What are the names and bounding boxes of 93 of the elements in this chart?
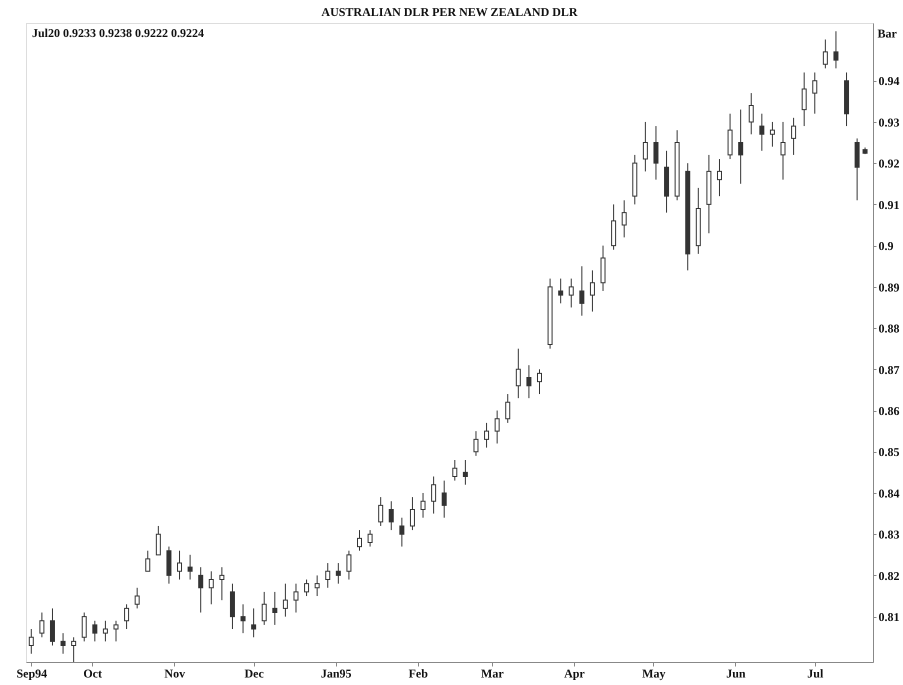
candlestick <box>399 517 404 548</box>
candlestick <box>822 38 828 69</box>
candlestick <box>812 72 818 114</box>
y-tick-label: 0.9 <box>878 239 894 254</box>
chart-title: AUSTRALIAN DLR PER NEW ZEALAND DLR <box>321 5 578 19</box>
candlestick <box>240 604 246 634</box>
y-tick-label: 0.88 <box>878 322 900 336</box>
candlestick <box>536 368 542 395</box>
candlestick <box>748 92 754 135</box>
candlestick <box>28 628 34 654</box>
candlestick <box>759 113 764 152</box>
candlestick <box>293 583 298 614</box>
candlestick <box>208 570 214 605</box>
candlestick <box>145 550 150 572</box>
candlestick <box>431 476 436 514</box>
candlestick <box>39 612 44 638</box>
candlestick <box>177 550 182 580</box>
candlestick <box>526 364 532 399</box>
x-tick-label: Mar <box>481 666 504 680</box>
candlestick <box>368 530 373 548</box>
candlestick <box>653 126 658 180</box>
candlestick <box>579 266 584 316</box>
candlestick <box>738 109 744 184</box>
y-tick-label: 0.87 <box>878 362 900 377</box>
candlestick <box>590 270 595 312</box>
candlestick <box>60 632 66 654</box>
candlestick <box>357 530 362 552</box>
candlestick <box>622 200 627 238</box>
candlestick <box>494 410 500 444</box>
candlestick <box>442 480 447 518</box>
y-tick-label: 0.92 <box>878 156 900 171</box>
candlestick <box>716 158 722 197</box>
candlestick <box>272 591 278 626</box>
x-tick-label: Sep94 <box>16 666 48 680</box>
candlestick <box>124 604 130 630</box>
candlestick <box>304 579 310 597</box>
x-tick-label: Dec <box>244 666 264 680</box>
candlestick <box>802 72 807 127</box>
candlestick <box>484 422 490 448</box>
candlestick <box>282 583 288 618</box>
candlestick <box>388 500 394 531</box>
candlestick <box>642 121 648 172</box>
y-tick-label: 0.86 <box>878 404 900 418</box>
x-tick-label: Feb <box>408 666 428 680</box>
candlestick <box>71 636 76 662</box>
candlestick <box>473 430 478 456</box>
candlestick <box>568 278 574 308</box>
candlestick <box>410 496 415 531</box>
x-tick-label: Jan95 <box>320 666 352 680</box>
y-tick-label: 0.91 <box>878 198 900 212</box>
candlestick <box>219 566 224 601</box>
annotation: Jul20 0.9233 0.9238 0.9222 0.9224 <box>32 26 204 40</box>
candlestick <box>420 492 426 518</box>
candlestick <box>833 30 838 69</box>
candlestick <box>262 591 267 626</box>
x-tick-label: Jun <box>726 666 746 680</box>
candlestick <box>198 566 204 614</box>
candlestick <box>113 620 118 642</box>
y-tick-label: 0.81 <box>878 610 900 624</box>
candlestick <box>516 348 521 399</box>
candlestick <box>378 496 384 526</box>
x-tick-label: Nov <box>164 666 186 680</box>
x-tick-label: Jul <box>807 666 824 680</box>
candlestick <box>92 620 98 642</box>
candlestick <box>462 459 468 486</box>
candlestick <box>336 562 341 584</box>
y-tick-label: 0.94 <box>878 74 900 88</box>
candlestick <box>770 121 775 148</box>
y-tick-label: 0.84 <box>878 486 900 500</box>
candlestick <box>314 574 320 597</box>
x-tick-label: Oct <box>83 666 102 680</box>
candlestick <box>346 550 352 580</box>
candlestick <box>102 620 108 642</box>
y-tick-label: 0.93 <box>878 115 900 130</box>
candlestick <box>188 554 193 580</box>
y-axis-title: Bar <box>878 26 898 40</box>
candlestick <box>558 278 564 304</box>
candlestick <box>50 608 55 646</box>
y-tick-label: 0.89 <box>878 280 900 294</box>
candlestick <box>82 612 87 642</box>
x-tick-label: Apr <box>564 666 586 680</box>
candlestick <box>791 117 796 156</box>
candlestick <box>134 587 140 609</box>
candlestick <box>505 394 510 424</box>
y-tick-label: 0.83 <box>878 528 900 542</box>
candlestick <box>325 562 330 588</box>
y-tick-label: 0.82 <box>878 568 900 583</box>
candlestick <box>156 525 161 556</box>
x-tick-label: May <box>642 666 666 680</box>
candlestick <box>452 459 458 482</box>
candlestick <box>780 121 786 180</box>
y-tick-label: 0.85 <box>878 445 900 460</box>
candlestick <box>251 608 256 638</box>
